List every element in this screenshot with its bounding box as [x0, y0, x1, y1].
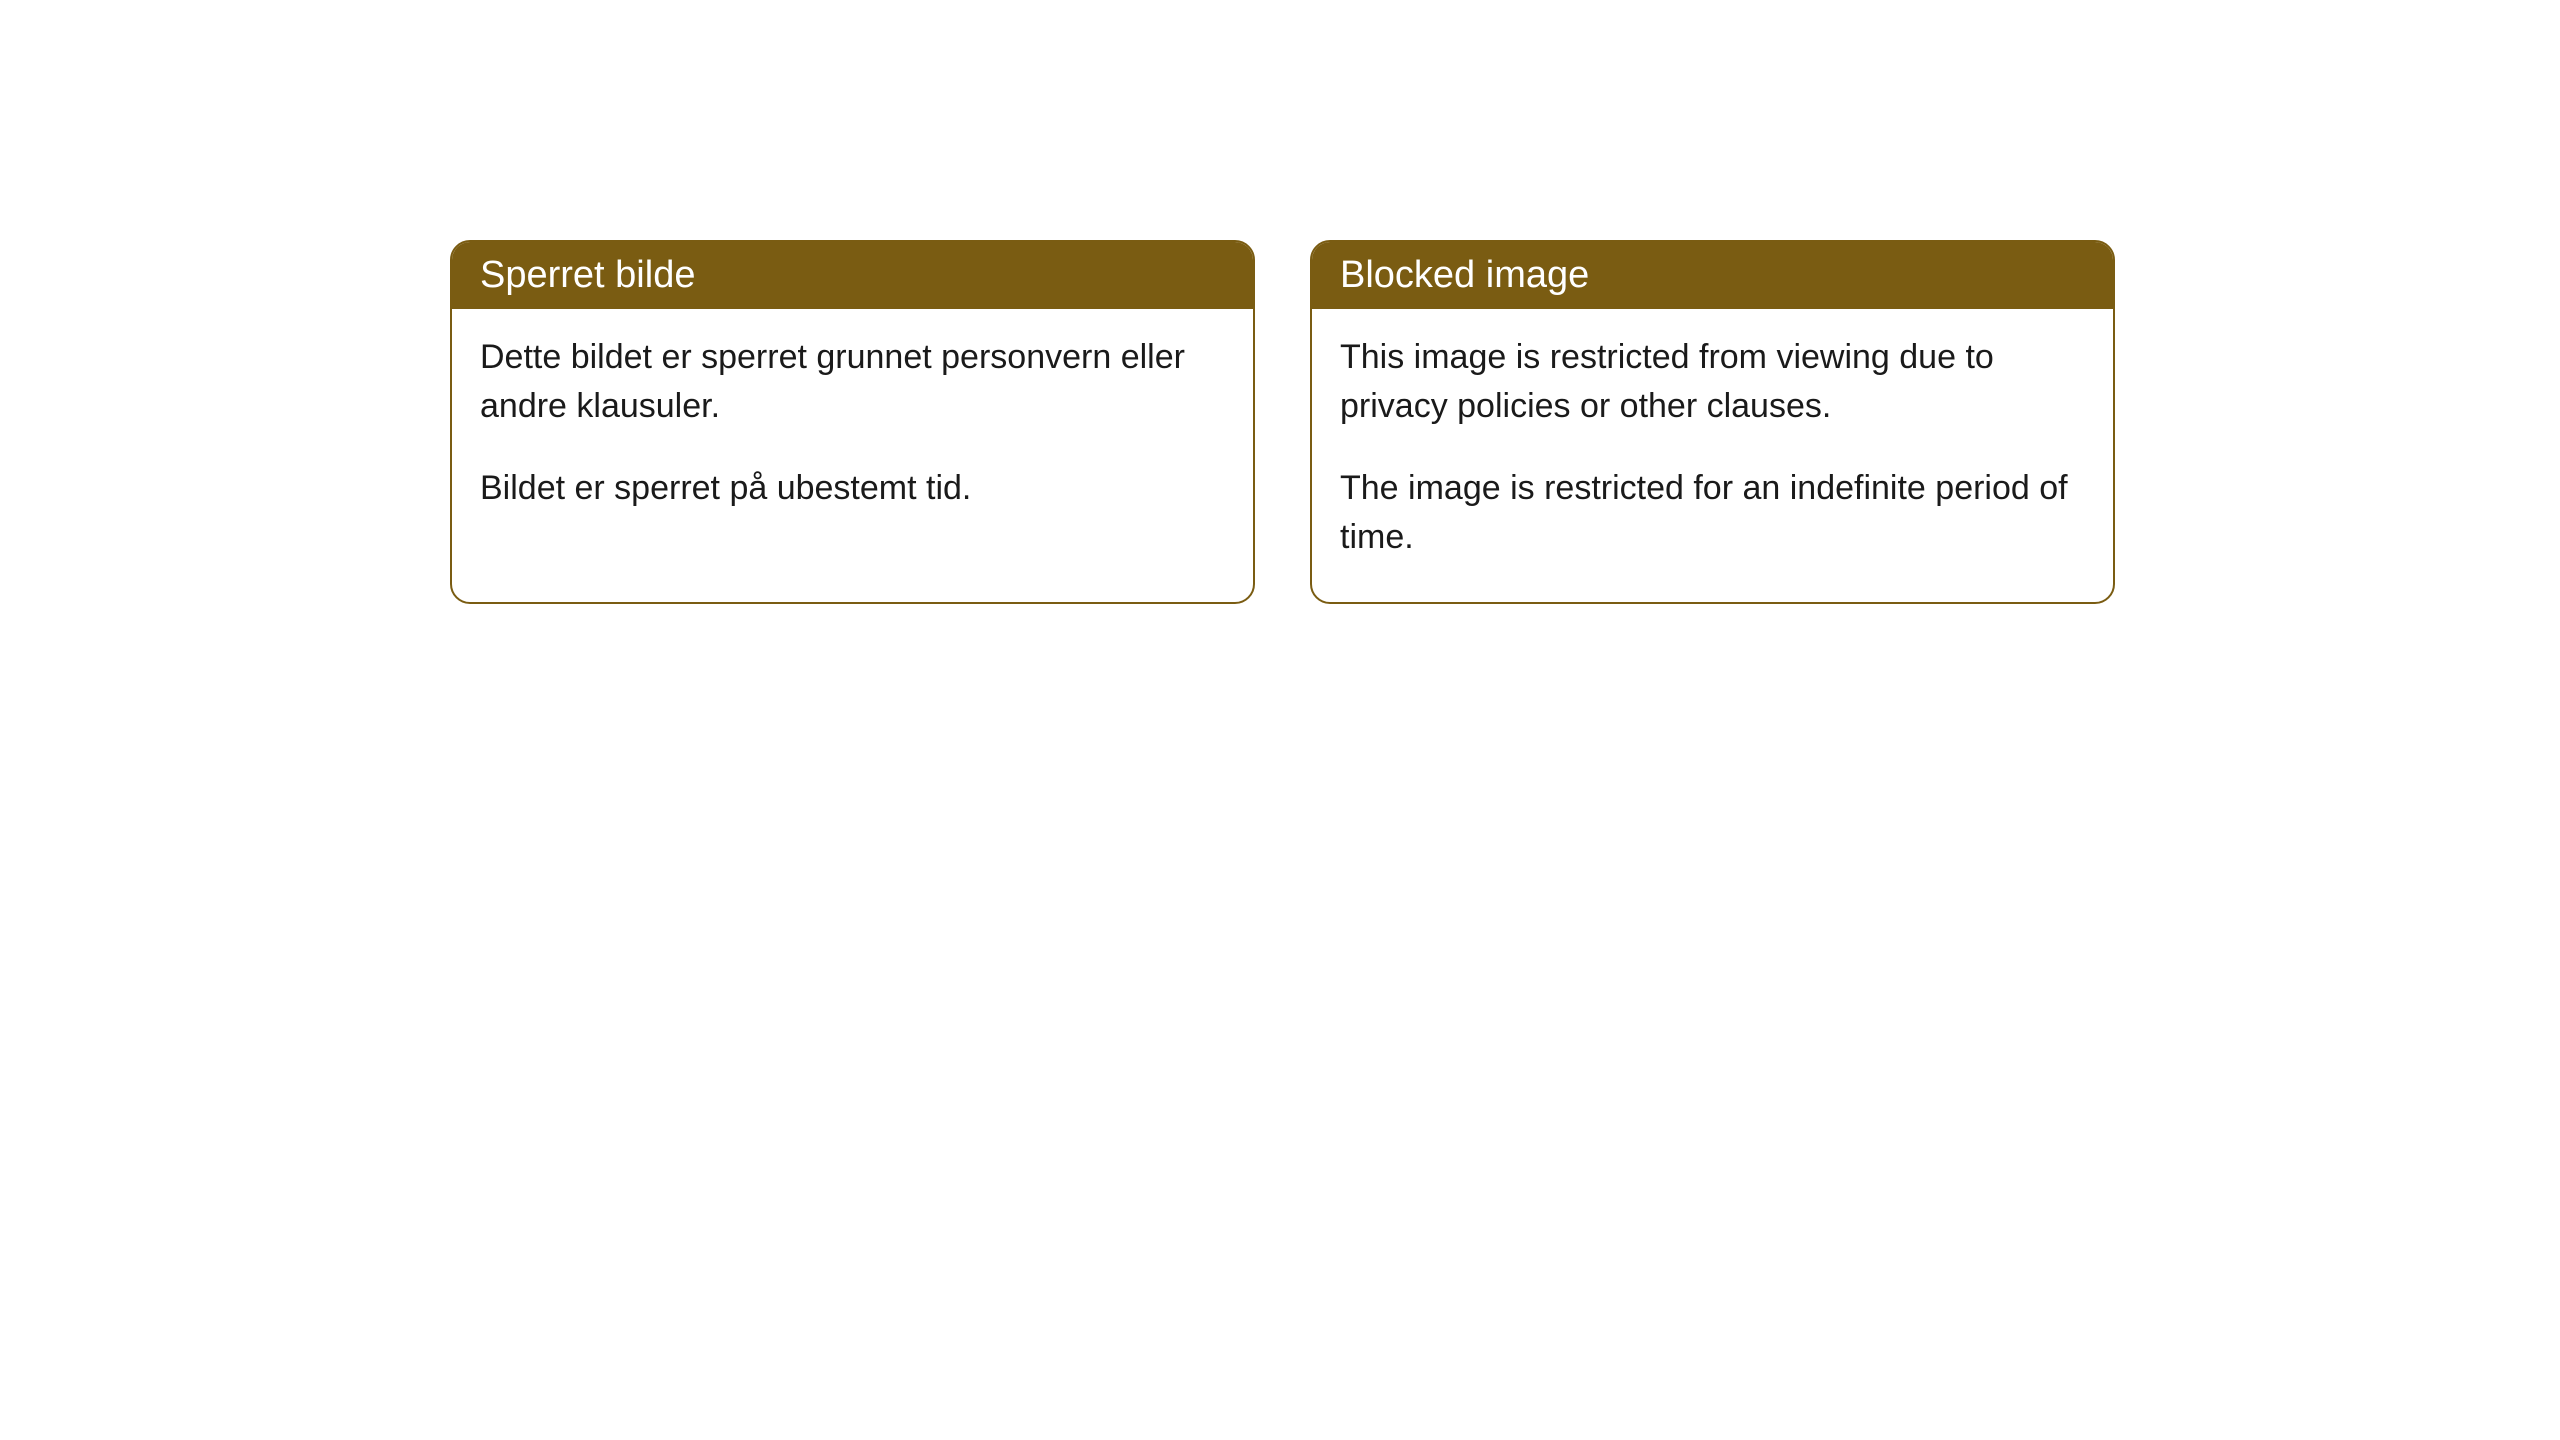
notice-container: Sperret bilde Dette bildet er sperret gr… — [450, 240, 2115, 604]
notice-body: This image is restricted from viewing du… — [1312, 309, 2113, 602]
notice-card-english: Blocked image This image is restricted f… — [1310, 240, 2115, 604]
notice-title: Sperret bilde — [480, 254, 695, 296]
notice-card-norwegian: Sperret bilde Dette bildet er sperret gr… — [450, 240, 1255, 604]
notice-title: Blocked image — [1340, 254, 1589, 296]
notice-paragraph: Dette bildet er sperret grunnet personve… — [480, 333, 1225, 432]
notice-paragraph: This image is restricted from viewing du… — [1340, 333, 2085, 432]
notice-paragraph: The image is restricted for an indefinit… — [1340, 464, 2085, 563]
notice-header: Blocked image — [1312, 242, 2113, 309]
notice-header: Sperret bilde — [452, 242, 1253, 309]
notice-paragraph: Bildet er sperret på ubestemt tid. — [480, 464, 1225, 513]
notice-body: Dette bildet er sperret grunnet personve… — [452, 309, 1253, 553]
